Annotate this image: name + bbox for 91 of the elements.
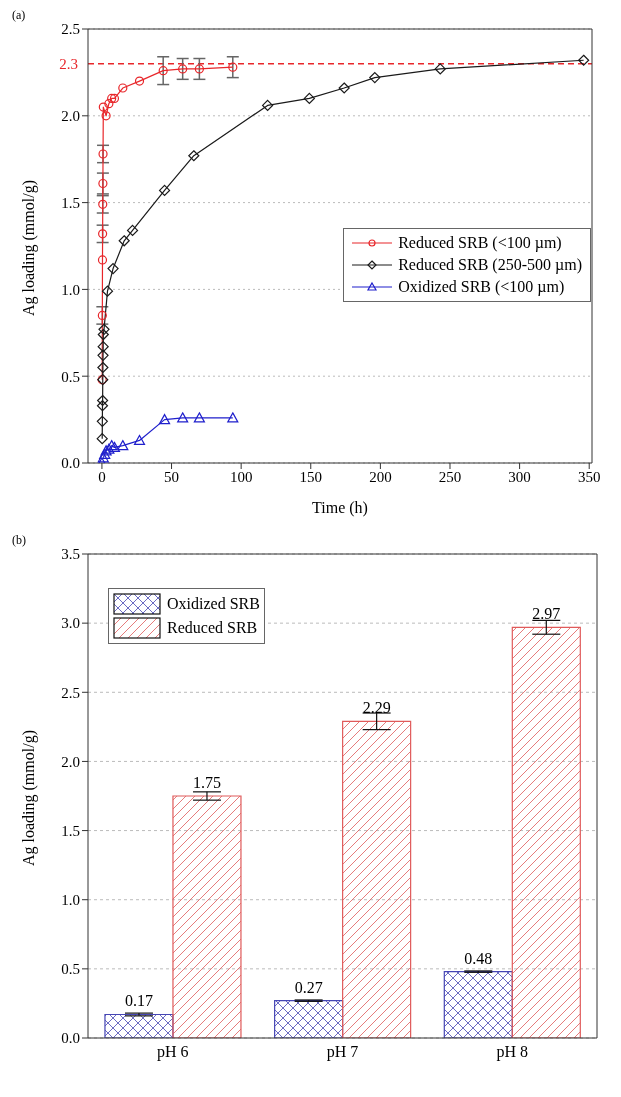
point: [194, 64, 204, 74]
x-tick-label: 250: [438, 468, 462, 485]
legend-label: Oxidized SRB: [167, 595, 260, 613]
point: [227, 412, 239, 423]
point: [188, 150, 200, 162]
legend-label: Oxidized SRB (<100 µm): [398, 278, 565, 296]
point: [97, 452, 109, 463]
bar: [274, 1000, 344, 1038]
x-tick-label: 0: [98, 468, 106, 485]
point: [96, 415, 108, 427]
point: [118, 235, 130, 247]
point: [178, 64, 188, 74]
bar: [443, 971, 513, 1038]
point: [97, 328, 109, 341]
point: [96, 433, 108, 445]
x-axis-title: Time (h): [312, 499, 368, 517]
point: [97, 310, 107, 321]
point: [97, 341, 109, 353]
point: [104, 99, 114, 109]
x-tick-label: pH 7: [326, 1043, 359, 1062]
y-tick-label: 1.5: [61, 194, 80, 211]
point: [434, 63, 446, 75]
point: [98, 229, 108, 239]
y-tick-label: 0.0: [61, 1030, 80, 1047]
point: [98, 323, 110, 335]
y-tick-label: 1.0: [61, 281, 80, 298]
point: [262, 99, 274, 111]
y-axis-title: Ag loading (mmol/g): [19, 730, 38, 866]
x-tick-label: 200: [369, 468, 392, 485]
y-tick-label: 0.5: [61, 368, 80, 385]
y-tick-label: 2.5: [61, 684, 80, 701]
bar: [172, 795, 242, 1038]
point: [158, 414, 171, 425]
data-label: 0.17: [124, 992, 153, 1010]
point: [134, 76, 145, 86]
y-tick-label: 3.5: [61, 546, 80, 563]
legend-label: Reduced SRB: [167, 619, 258, 637]
y-tick-label: 2.0: [61, 108, 80, 125]
point: [97, 394, 109, 407]
point: [303, 92, 315, 105]
legend-label: Reduced SRB (250-500 µm): [398, 256, 582, 274]
legend-label: Reduced SRB (<100 µm): [398, 234, 562, 252]
point: [369, 72, 381, 84]
point: [228, 62, 238, 72]
y-tick-label: 2.5: [61, 21, 80, 38]
y-tick-label: 1.5: [61, 822, 80, 839]
y-tick-label: 3.0: [61, 615, 80, 632]
x-tick-label: 100: [229, 468, 253, 485]
x-tick-label: 150: [299, 468, 323, 485]
point: [98, 102, 108, 112]
point: [117, 440, 129, 451]
point: [193, 412, 205, 423]
x-tick-label: 350: [577, 468, 601, 485]
data-label: 0.48: [464, 949, 493, 967]
point: [158, 66, 168, 76]
y-tick-label: 2.0: [61, 753, 80, 770]
data-label: 1.75: [192, 774, 221, 791]
point: [98, 149, 108, 159]
ref-line-label: 2.3: [59, 56, 78, 73]
point: [133, 434, 146, 446]
x-tick-label: pH 8: [496, 1043, 528, 1062]
y-tick-label: 0.5: [61, 961, 80, 978]
x-tick-label: pH 6: [157, 1043, 189, 1062]
bar: [511, 626, 581, 1038]
data-label: 2.97: [532, 605, 561, 623]
y-axis-title: Ag loading (mmol/g): [19, 180, 38, 316]
x-tick-label: 300: [508, 468, 531, 485]
y-tick-label: 1.0: [61, 892, 80, 909]
point: [98, 199, 108, 209]
point: [578, 54, 590, 66]
x-tick-label: 50: [164, 468, 180, 485]
point: [338, 82, 350, 94]
y-tick-label: 0.0: [61, 455, 80, 472]
bar: [104, 1013, 174, 1038]
point: [96, 400, 109, 412]
point: [101, 285, 114, 297]
text: (b): [12, 533, 26, 548]
point: [177, 412, 189, 423]
point: [126, 224, 139, 236]
point: [97, 361, 109, 374]
data-label: 0.27: [294, 978, 323, 996]
bar: [342, 720, 412, 1038]
point: [98, 178, 108, 189]
point: [97, 349, 109, 361]
point: [118, 83, 128, 93]
point: [107, 262, 119, 275]
point: [158, 184, 171, 197]
point: [101, 111, 111, 121]
data-label: 2.29: [362, 699, 391, 717]
point: [97, 255, 108, 265]
text: (a): [12, 8, 26, 23]
